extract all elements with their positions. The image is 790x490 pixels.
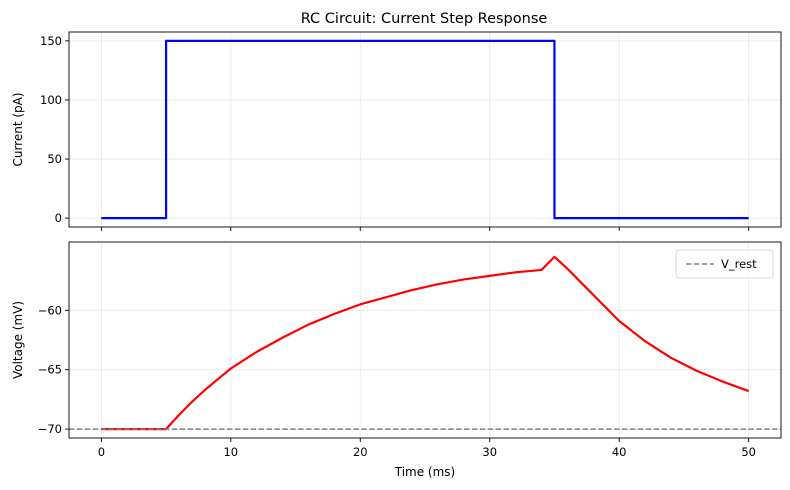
y-tick-label: −70: [38, 422, 62, 436]
current-series-line: [101, 39, 749, 220]
x-tick-label: 20: [353, 445, 368, 459]
axes-frame: [68, 31, 782, 228]
x-tick-label: 40: [612, 445, 627, 459]
x-tick-label: 50: [741, 445, 756, 459]
x-tick-label: 10: [223, 445, 238, 459]
y-axis-label: Current (pA): [11, 92, 25, 166]
y-tick-label: 50: [47, 152, 62, 166]
series-group: [101, 39, 749, 220]
y-tick-label: 100: [40, 93, 62, 107]
x-tick-label: 0: [98, 445, 105, 459]
legend-box: [675, 249, 774, 279]
y-axis-label: Voltage (mV): [11, 301, 25, 379]
legend-label: V_rest: [721, 257, 757, 271]
chart-title: RC Circuit: Current Step Response: [301, 11, 548, 27]
current-panel: 0 50 100 150 Current (pA): [11, 31, 782, 231]
x-tick-label: 30: [482, 445, 497, 459]
y-tick-label: 150: [40, 34, 62, 48]
y-tick-label: −65: [38, 363, 62, 377]
series-group: [69, 255, 781, 431]
y-tick-label: −60: [38, 303, 62, 317]
y-tick-label: 0: [55, 211, 62, 225]
x-axis-label: Time (ms): [394, 465, 456, 479]
voltage-panel: 0 10 20 30 40 50 −70 −65 −60 Voltage (mV) Time (ms…: [11, 241, 782, 479]
legend: V_rest: [675, 249, 774, 279]
axes-frame: [68, 241, 782, 439]
voltage-series-line: [101, 255, 750, 431]
